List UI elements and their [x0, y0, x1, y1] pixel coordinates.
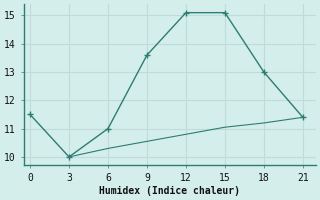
X-axis label: Humidex (Indice chaleur): Humidex (Indice chaleur): [99, 186, 240, 196]
